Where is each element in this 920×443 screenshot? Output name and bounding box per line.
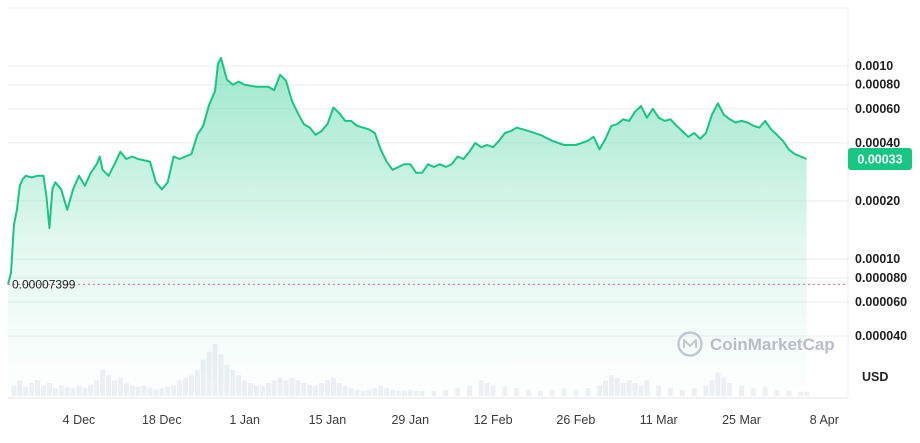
x-tick-label: 4 Dec xyxy=(63,413,96,427)
y-axis: 0.0010 0.00080 0.00060 0.00040 0.00020 0.0001… xyxy=(855,59,907,343)
y-tick-label: 0.0010 xyxy=(855,59,893,73)
x-tick-label: 1 Jan xyxy=(229,413,260,427)
coinmarketcap-logo-icon xyxy=(677,331,703,357)
watermark-text: CoinMarketCap xyxy=(710,335,835,354)
x-tick-label: 26 Feb xyxy=(556,413,595,427)
y-tick-label: 0.00080 xyxy=(855,78,900,92)
y-tick-label: 0.000040 xyxy=(855,329,907,343)
price-line xyxy=(7,57,807,285)
current-price-label: 0.00033 xyxy=(857,152,902,166)
x-tick-label: 29 Jan xyxy=(391,413,429,427)
x-tick-label: 25 Mar xyxy=(722,413,761,427)
current-price-badge: 0.00033 xyxy=(848,147,912,170)
x-tick-label: 11 Mar xyxy=(640,413,678,427)
y-tick-label: 0.00060 xyxy=(855,102,900,116)
y-tick-label: 0.00020 xyxy=(855,194,900,208)
x-tick-label: 8 Apr xyxy=(810,413,839,427)
watermark: CoinMarketCap xyxy=(677,331,835,357)
x-tick-label: 15 Jan xyxy=(309,413,347,427)
price-area-fill xyxy=(8,58,807,398)
currency-label: USD xyxy=(862,370,888,384)
current-price-badge-bg xyxy=(848,147,912,170)
x-axis: 4 Dec 18 Dec 1 Jan 15 Jan 29 Jan 12 Feb 26 Feb… xyxy=(63,413,839,427)
x-tick-label: 18 Dec xyxy=(142,413,182,427)
y-tick-label: 0.000060 xyxy=(855,295,907,309)
y-tick-label: 0.00010 xyxy=(855,252,900,266)
start-price-label: 0.00007399 xyxy=(12,277,76,291)
x-tick-label: 12 Feb xyxy=(474,413,513,427)
y-tick-label: 0.000080 xyxy=(855,271,907,285)
y-tick-label: 0.00040 xyxy=(855,136,900,150)
